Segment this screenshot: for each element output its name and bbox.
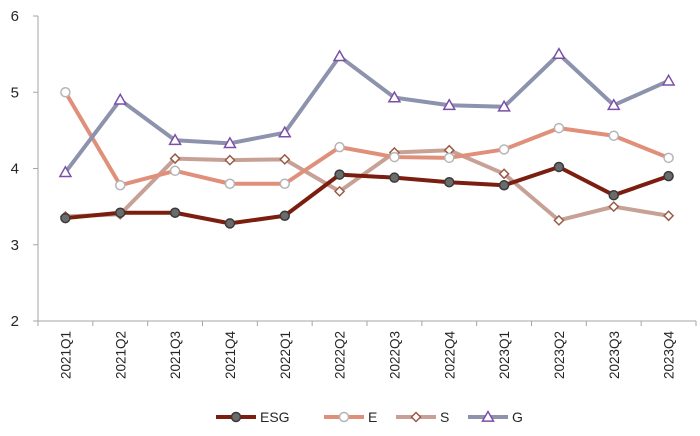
legend-label-s: S xyxy=(440,409,449,425)
data-point-g xyxy=(661,73,676,86)
data-point-e xyxy=(60,87,71,98)
x-tick-label: 2022Q2 xyxy=(333,331,348,379)
x-tick-label: 2021Q1 xyxy=(58,331,73,379)
data-point-esg xyxy=(663,170,674,182)
y-tick-label: 4 xyxy=(11,161,19,178)
x-tick-label: 2023Q4 xyxy=(662,331,677,380)
x-tick-label: 2022Q4 xyxy=(442,331,457,380)
series-e xyxy=(60,87,674,191)
legend-marker-esg xyxy=(230,411,242,423)
legend-item-g: G xyxy=(468,409,523,425)
data-point-e xyxy=(444,152,455,164)
x-tick-label: 2023Q3 xyxy=(607,331,622,379)
y-tick-label: 2 xyxy=(11,313,19,330)
data-point-e xyxy=(608,130,619,141)
data-point-g xyxy=(58,165,73,178)
data-point-esg xyxy=(60,212,71,224)
data-point-s xyxy=(608,201,620,213)
data-point-esg xyxy=(553,161,565,173)
legend-label-g: G xyxy=(512,409,523,425)
data-point-e xyxy=(224,178,236,189)
data-point-g xyxy=(387,90,402,103)
series-esg xyxy=(60,161,674,229)
data-point-e xyxy=(389,151,400,163)
data-point-s xyxy=(279,153,291,165)
data-point-g xyxy=(442,98,457,111)
data-point-esg xyxy=(115,207,126,218)
series-line-s xyxy=(63,148,671,223)
data-point-esg xyxy=(279,210,290,222)
legend-marker-e xyxy=(338,411,350,423)
data-point-s xyxy=(224,154,236,166)
series-line-e xyxy=(63,90,671,188)
data-point-g xyxy=(606,98,621,111)
data-point-s xyxy=(498,168,510,180)
data-point-e xyxy=(115,180,126,191)
y-tick-label: 3 xyxy=(11,237,19,254)
data-point-esg xyxy=(169,207,181,218)
x-tick-label: 2022Q3 xyxy=(387,331,402,379)
data-point-e xyxy=(663,152,674,164)
x-tick-label: 2021Q2 xyxy=(113,331,128,379)
legend-item-s: S xyxy=(396,409,449,425)
data-point-e xyxy=(169,165,181,177)
data-point-g xyxy=(113,92,128,105)
data-point-e xyxy=(498,144,510,155)
series-g xyxy=(58,47,676,178)
x-tick-label: 2022Q1 xyxy=(278,331,293,379)
data-point-s xyxy=(553,214,565,226)
data-point-g xyxy=(168,133,182,146)
legend-marker-g xyxy=(481,409,495,422)
data-point-esg xyxy=(608,189,619,201)
data-point-s xyxy=(169,153,181,165)
legend-label-esg: ESG xyxy=(260,409,290,425)
data-point-e xyxy=(553,122,565,134)
legend-marker-s xyxy=(410,411,422,423)
data-point-esg xyxy=(389,172,400,183)
axes: 2 3 4 5 6 2021Q1 2021Q2 2021Q3 2021Q4 2022Q1 2022Q… xyxy=(11,8,697,380)
data-point-esg xyxy=(224,218,236,229)
x-tick-label: 2021Q3 xyxy=(168,331,183,379)
data-point-g xyxy=(277,125,292,138)
series-line-g xyxy=(63,52,671,175)
y-tick-label: 5 xyxy=(11,84,19,101)
data-point-s xyxy=(334,185,346,197)
data-point-s xyxy=(663,210,675,222)
series-layer xyxy=(58,47,676,229)
data-point-e xyxy=(334,141,345,153)
x-tick-label: 2023Q1 xyxy=(497,331,512,379)
x-tick-label: 2023Q2 xyxy=(552,331,567,379)
data-point-g xyxy=(332,49,347,62)
legend-item-esg: ESG xyxy=(216,409,290,425)
series-line-esg xyxy=(63,164,671,226)
data-point-esg xyxy=(334,169,345,180)
data-point-esg xyxy=(444,176,455,188)
y-tick-label: 6 xyxy=(11,8,19,25)
legend-label-e: E xyxy=(368,409,377,425)
data-point-e xyxy=(279,178,290,189)
legend-item-e: E xyxy=(324,409,377,425)
data-point-g xyxy=(497,99,511,112)
data-point-esg xyxy=(498,180,510,191)
legend: ESG E S G xyxy=(216,409,523,425)
x-tick-label: 2021Q4 xyxy=(223,331,238,380)
data-point-g xyxy=(223,136,237,149)
data-point-g xyxy=(552,47,566,59)
